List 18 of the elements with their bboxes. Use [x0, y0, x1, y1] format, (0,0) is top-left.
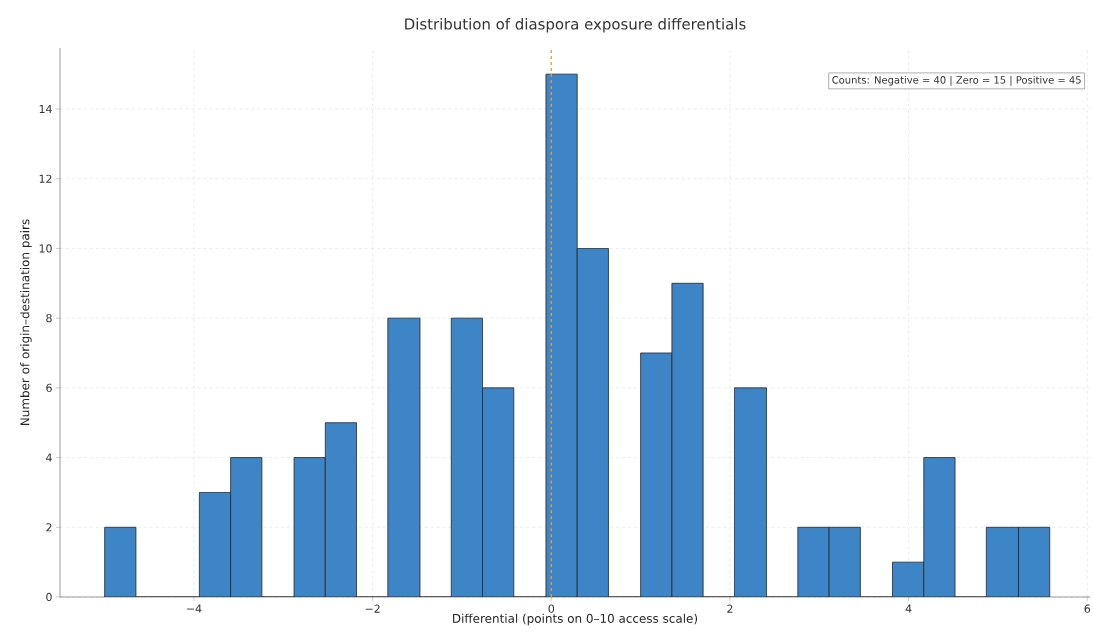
chart-title: Distribution of diaspora exposure differentials: [405, 18, 746, 33]
y-tick-label: 10: [39, 244, 52, 253]
y-tick-label: 4: [46, 453, 52, 462]
x-tick-label: 6: [1084, 604, 1091, 613]
x-tick-label: 2: [727, 604, 733, 613]
y-tick-label: 14: [39, 105, 52, 113]
x-tick-label: −4: [187, 604, 202, 613]
x-tick-label: 0: [548, 604, 555, 613]
y-tick-label: 6: [46, 383, 52, 392]
y-axis-title: Number of origin–destination pairs: [20, 219, 32, 425]
x-axis-title: Differential (points on 0–10 access scale): [453, 613, 698, 626]
x-tick-label: −2: [365, 604, 380, 613]
annotation: Counts: Negative = 40 | Zero = 15 | Positive = 45: [832, 75, 1081, 86]
y-tick-label: 2: [46, 523, 52, 532]
y-tick-label: 8: [46, 314, 52, 323]
y-tick-label: 0: [46, 592, 52, 602]
y-tick-label: 12: [39, 174, 52, 183]
x-tick-label: 4: [905, 604, 912, 613]
